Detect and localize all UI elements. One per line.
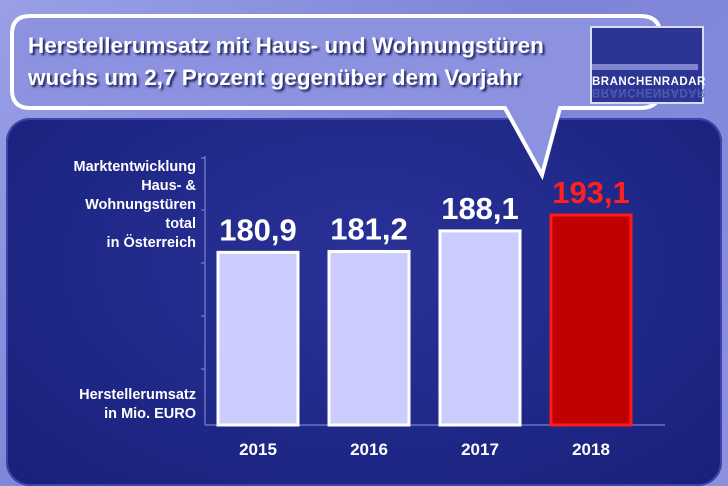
x-tick-label: 2018 [572,440,610,459]
unit-line-2: in Mio. EURO [104,406,196,422]
market-line-3: Wohnungstüren [85,197,196,213]
market-line-4: total [165,216,196,232]
x-tick-label: 2015 [239,440,277,459]
x-tick-label: 2016 [350,440,388,459]
logo-stripe [592,64,698,70]
unit-label: Herstellerumsatz in Mio. EURO [79,386,196,424]
x-tick-label: 2017 [461,440,499,459]
market-description: Marktentwicklung Haus- & Wohnungstüren t… [74,158,196,253]
headline-line-1: Herstellerumsatz mit Haus- und Wohnungst… [28,33,544,58]
headline-line-2: wuchs um 2,7 Prozent gegenüber dem Vorja… [28,65,522,90]
logo-text: BRANCHENRADAR [592,76,706,88]
bar [438,229,522,427]
market-line-2: Haus- & [141,178,196,194]
bar [216,250,300,427]
bar [327,249,411,427]
data-label: 188,1 [441,191,519,226]
data-label: 181,2 [330,211,408,246]
branchenradar-logo: BRANCHENRADAR BRANCHENRADAR [590,26,706,104]
data-label: 180,9 [219,212,297,247]
data-label: 193,1 [552,175,630,210]
headline: Herstellerumsatz mit Haus- und Wohnungst… [28,30,568,94]
unit-line-1: Herstellerumsatz [79,387,196,403]
market-line-1: Marktentwicklung [73,159,196,175]
bar [549,213,633,427]
market-line-5: in Österreich [106,235,196,251]
